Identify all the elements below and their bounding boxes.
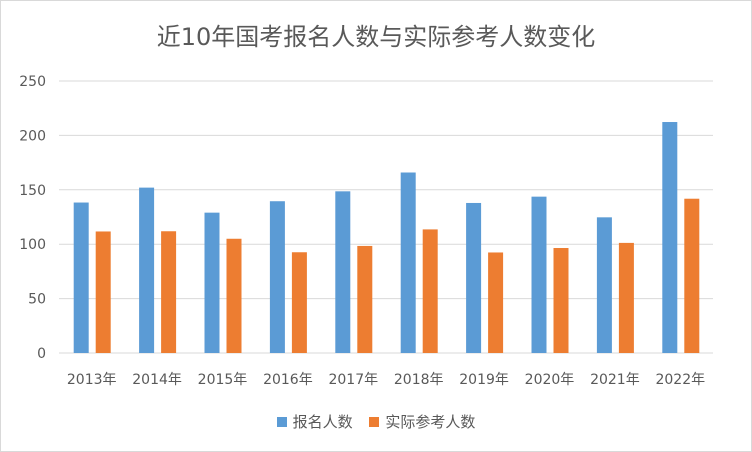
x-tick-label: 2016年 xyxy=(263,372,313,388)
x-tick-label: 2021年 xyxy=(590,372,640,388)
y-tick-label: 100 xyxy=(19,237,46,253)
legend-label: 报名人数 xyxy=(292,413,353,431)
bar-actual xyxy=(553,248,569,353)
y-tick-label: 0 xyxy=(37,346,46,362)
chart-title: 近10年国考报名人数与实际参考人数变化 xyxy=(156,23,596,51)
bar-registered xyxy=(662,122,678,353)
bar-actual xyxy=(95,231,111,353)
bar-registered xyxy=(139,187,155,353)
legend: 报名人数 实际参考人数 xyxy=(1,411,751,432)
bar-actual xyxy=(422,229,438,353)
x-tick-label: 2015年 xyxy=(198,372,248,388)
legend-item-1: 实际参考人数 xyxy=(369,411,475,432)
legend-label: 实际参考人数 xyxy=(385,413,476,431)
y-tick-label: 150 xyxy=(19,183,46,199)
x-tick-label: 2018年 xyxy=(394,372,444,388)
y-tick-label: 200 xyxy=(19,128,46,144)
bar-actual xyxy=(618,242,634,353)
y-tick-label: 50 xyxy=(28,292,46,308)
bar-registered xyxy=(269,201,285,353)
bar-registered xyxy=(596,217,612,353)
x-tick-label: 2020年 xyxy=(525,372,575,388)
bar-registered xyxy=(531,196,547,353)
bar-registered xyxy=(400,172,416,353)
bar-actual xyxy=(161,231,177,353)
x-tick-label: 2017年 xyxy=(328,372,378,388)
bar-actual xyxy=(226,238,242,353)
y-tick-label: 250 xyxy=(19,74,46,90)
x-tick-label: 2022年 xyxy=(655,372,705,388)
bar-actual xyxy=(291,252,307,353)
bar-registered xyxy=(335,191,351,353)
bar-actual xyxy=(357,245,373,353)
x-tick-label: 2019年 xyxy=(459,372,509,388)
bar-actual xyxy=(684,198,700,353)
x-tick-label: 2013年 xyxy=(67,372,117,388)
bar-registered xyxy=(73,202,89,353)
legend-item-0: 报名人数 xyxy=(276,411,353,432)
legend-swatch xyxy=(369,416,380,427)
bar-registered xyxy=(466,202,482,353)
bar-registered xyxy=(204,212,220,353)
x-tick-label: 2014年 xyxy=(132,372,182,388)
bar-actual xyxy=(488,252,504,353)
legend-swatch xyxy=(276,416,287,427)
